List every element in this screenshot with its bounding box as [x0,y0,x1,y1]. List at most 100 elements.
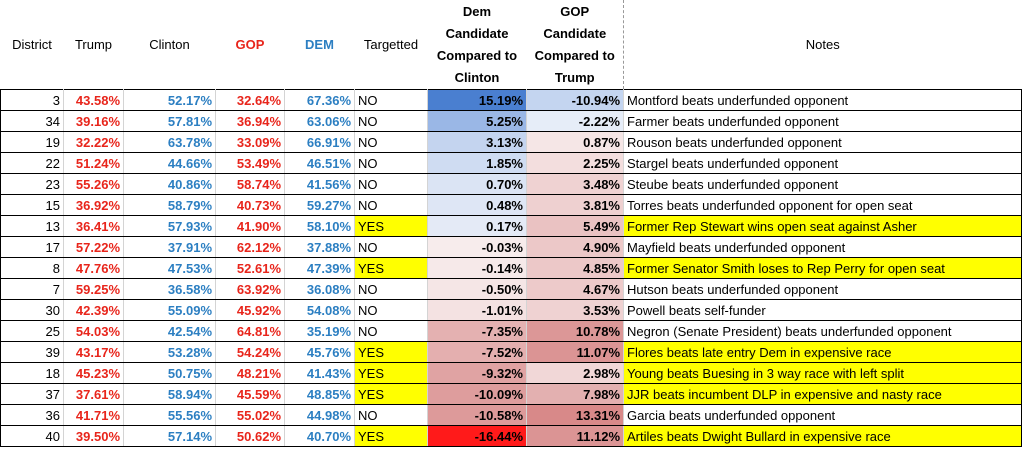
table-row: 40 39.50% 57.14% 50.62% 40.70% YES -16.44% 11.1… [0,425,1022,447]
cell-trump: 43.17% [63,341,124,363]
cell-notes: Flores beats late entry Dem in expensive… [623,341,1022,363]
cell-dem-diff: -0.14% [427,257,527,279]
cell-trump: 37.61% [63,383,124,405]
table-row: 18 45.23% 50.75% 48.21% 41.43% YES -9.32% 2.98%… [0,362,1022,384]
cell-gop-diff: 5.49% [526,215,624,237]
cell-clinton: 53.28% [123,341,216,363]
cell-district: 36 [0,404,64,426]
cell-notes: Farmer beats underfunded opponent [623,110,1022,132]
cell-district: 3 [0,89,64,111]
cell-dem: 63.06% [284,110,355,132]
cell-notes: Montford beats underfunded opponent [623,89,1022,111]
cell-clinton: 47.53% [123,257,216,279]
cell-dem: 67.36% [284,89,355,111]
cell-dem: 36.08% [284,278,355,300]
cell-dem: 47.39% [284,257,355,279]
cell-notes: JJR beats incumbent DLP in expensive and… [623,383,1022,405]
cell-trump: 54.03% [63,320,124,342]
table-row: 39 43.17% 53.28% 54.24% 45.76% YES -7.52% 11.07… [0,341,1022,363]
cell-dem-diff: 0.70% [427,173,527,195]
cell-dem-diff: -7.52% [427,341,527,363]
cell-targetted: NO [354,236,428,258]
cell-gop-diff: 0.87% [526,131,624,153]
cell-dem-diff: 0.17% [427,215,527,237]
cell-trump: 36.41% [63,215,124,237]
cell-dem: 41.43% [284,362,355,384]
cell-trump: 51.24% [63,152,124,174]
cell-gop-diff: 3.53% [526,299,624,321]
cell-targetted: NO [354,404,428,426]
table-row: 23 55.26% 40.86% 58.74% 41.56% NO 0.70% 3.48% St… [0,173,1022,195]
cell-notes: Young beats Buesing in 3 way race with l… [623,362,1022,384]
cell-targetted: NO [354,320,428,342]
cell-clinton: 44.66% [123,152,216,174]
cell-gop-diff: 4.67% [526,278,624,300]
cell-gop: 62.12% [215,236,285,258]
cell-notes: Former Rep Stewart wins open seat agains… [623,215,1022,237]
cell-gop-diff: 13.31% [526,404,624,426]
cell-trump: 57.22% [63,236,124,258]
header-targetted: Targetted [363,36,419,52]
cell-clinton: 42.54% [123,320,216,342]
cell-clinton: 50.75% [123,362,216,384]
cell-dem: 48.85% [284,383,355,405]
cell-gop: 45.92% [215,299,285,321]
cell-targetted: NO [354,110,428,132]
cell-dem: 54.08% [284,299,355,321]
cell-dem-diff: 3.13% [427,131,527,153]
cell-gop: 53.49% [215,152,285,174]
cell-trump: 55.26% [63,173,124,195]
header-district: District [12,36,52,52]
cell-dem: 66.91% [284,131,355,153]
cell-trump: 32.22% [63,131,124,153]
cell-targetted: YES [354,215,428,237]
cell-notes: Former Senator Smith loses to Rep Perry … [623,257,1022,279]
cell-dem: 41.56% [284,173,355,195]
cell-district: 8 [0,257,64,279]
cell-trump: 39.16% [63,110,124,132]
cell-gop: 55.02% [215,404,285,426]
header-dem: DEM [305,36,334,52]
cell-district: 13 [0,215,64,237]
cell-gop-diff: 4.90% [526,236,624,258]
cell-dem-diff: -0.03% [427,236,527,258]
header-notes: Notes [623,0,1022,90]
table-row: 37 37.61% 58.94% 45.59% 48.85% YES -10.09% 7.98… [0,383,1022,405]
cell-gop-diff: 3.48% [526,173,624,195]
table-body: 3 43.58% 52.17% 32.64% 67.36% NO 15.19% -10.94%… [0,89,1022,447]
table-row: 8 47.76% 47.53% 52.61% 47.39% YES -0.14% 4.85% F… [0,257,1022,279]
cell-targetted: NO [354,278,428,300]
cell-clinton: 57.81% [123,110,216,132]
table-row: 36 41.71% 55.56% 55.02% 44.98% NO -10.58% 13.31… [0,404,1022,426]
cell-gop: 52.61% [215,257,285,279]
cell-gop: 40.73% [215,194,285,216]
cell-targetted: NO [354,89,428,111]
cell-district: 15 [0,194,64,216]
cell-clinton: 63.78% [123,131,216,153]
cell-clinton: 58.79% [123,194,216,216]
cell-trump: 47.76% [63,257,124,279]
cell-gop: 48.21% [215,362,285,384]
cell-trump: 59.25% [63,278,124,300]
cell-trump: 42.39% [63,299,124,321]
cell-dem: 35.19% [284,320,355,342]
cell-gop-diff: 2.98% [526,362,624,384]
cell-clinton: 55.09% [123,299,216,321]
cell-dem-diff: -10.09% [427,383,527,405]
cell-district: 19 [0,131,64,153]
cell-gop: 36.94% [215,110,285,132]
cell-district: 39 [0,341,64,363]
cell-trump: 41.71% [63,404,124,426]
cell-targetted: YES [354,425,428,447]
cell-targetted: NO [354,152,428,174]
cell-targetted: NO [354,131,428,153]
cell-notes: Torres beats underfunded opponent for op… [623,194,1022,216]
header-gop: GOP [235,36,265,52]
cell-notes: Powell beats self-funder [623,299,1022,321]
cell-targetted: NO [354,299,428,321]
cell-dem: 59.27% [284,194,355,216]
cell-district: 22 [0,152,64,174]
cell-clinton: 36.58% [123,278,216,300]
cell-gop: 33.09% [215,131,285,153]
cell-district: 37 [0,383,64,405]
